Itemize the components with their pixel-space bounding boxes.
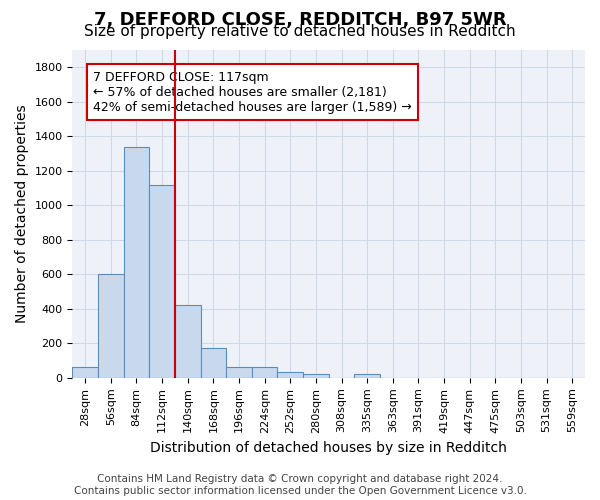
Bar	[175, 306, 200, 378]
Bar	[149, 184, 175, 378]
Y-axis label: Number of detached properties: Number of detached properties	[15, 104, 29, 323]
Bar	[124, 146, 149, 378]
Text: 7, DEFFORD CLOSE, REDDITCH, B97 5WR: 7, DEFFORD CLOSE, REDDITCH, B97 5WR	[94, 11, 506, 29]
Bar	[277, 372, 303, 378]
Text: Size of property relative to detached houses in Redditch: Size of property relative to detached ho…	[84, 24, 516, 39]
Bar	[226, 366, 252, 378]
Bar	[355, 374, 380, 378]
Bar	[303, 374, 329, 378]
Bar	[98, 274, 124, 378]
Bar	[200, 348, 226, 378]
Bar	[252, 366, 277, 378]
Bar	[73, 368, 98, 378]
Text: Contains HM Land Registry data © Crown copyright and database right 2024.
Contai: Contains HM Land Registry data © Crown c…	[74, 474, 526, 496]
Text: 7 DEFFORD CLOSE: 117sqm
← 57% of detached houses are smaller (2,181)
42% of semi: 7 DEFFORD CLOSE: 117sqm ← 57% of detache…	[93, 70, 412, 114]
X-axis label: Distribution of detached houses by size in Redditch: Distribution of detached houses by size …	[150, 441, 507, 455]
